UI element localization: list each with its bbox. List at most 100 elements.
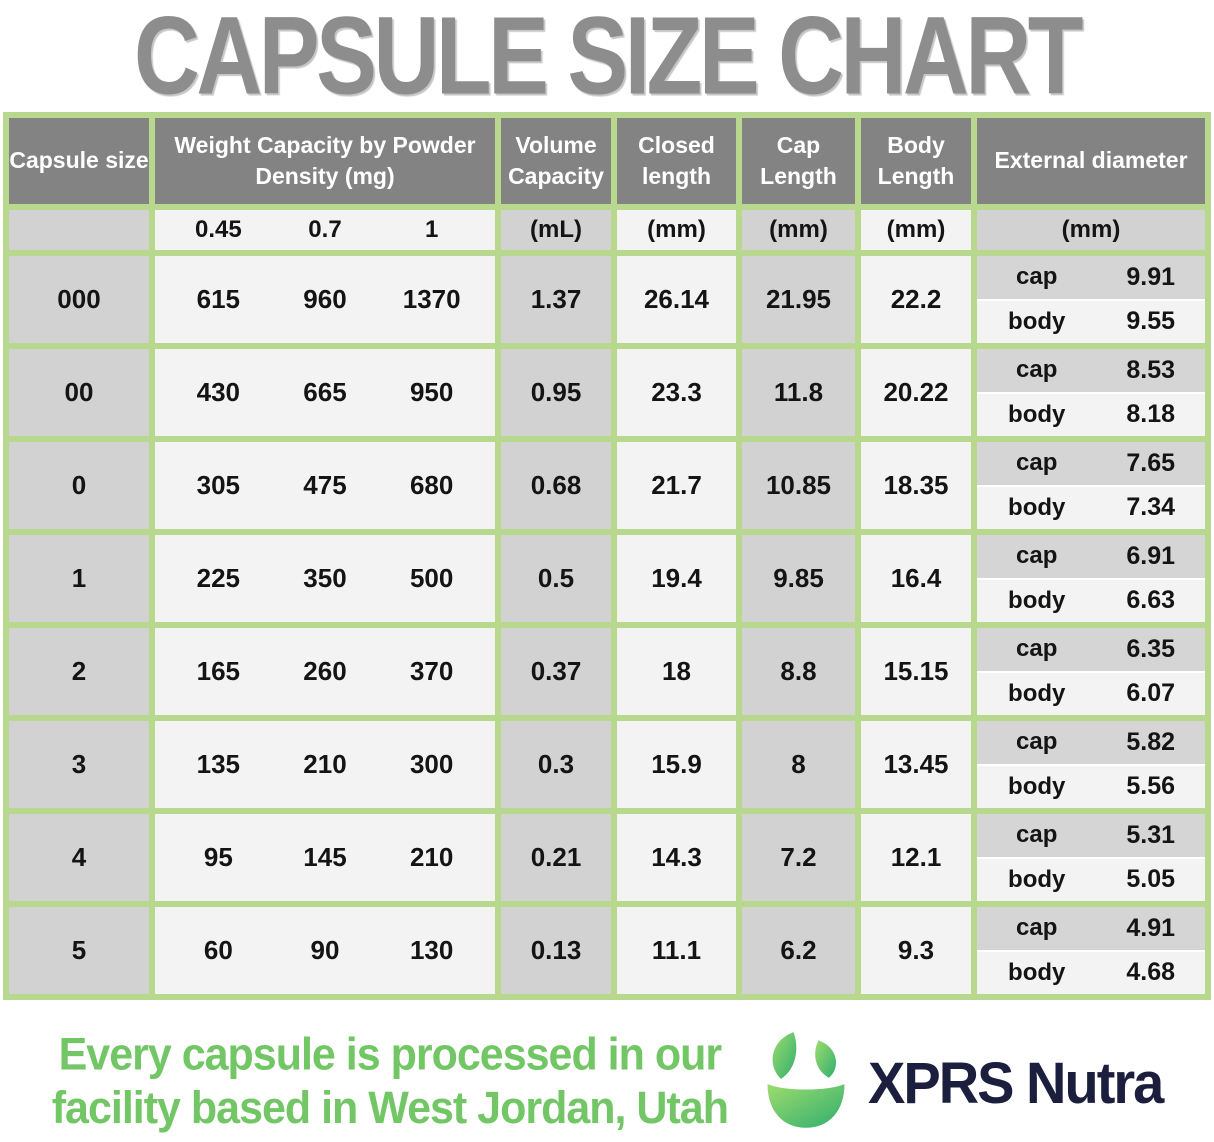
cap-value: 6.35 [1126,634,1176,663]
body-length-cell: 22.2 [861,256,971,343]
brand-logo: XPRS Nutra [754,1030,1164,1134]
cap-label: cap [1016,728,1058,756]
footer: Every capsule is processed in our facili… [0,1000,1214,1142]
capsule-size-cell: 5 [9,907,149,994]
external-diameter-cell: cap 6.91 body 6.63 [977,535,1205,622]
body-label: body [1008,679,1066,707]
body-length-cell: 20.22 [861,349,971,436]
weight-density-07: 90 [310,935,340,965]
body-label: body [1008,865,1066,893]
external-body-row: body 8.18 [977,393,1205,436]
closed-length-cell: 14.3 [617,814,736,901]
body-label: body [1008,772,1066,800]
weight-density-1: 130 [409,935,454,965]
capsule-size-cell: 00 [9,349,149,436]
weight-density-045: 95 [203,842,233,872]
weight-capacity-cell: 615 960 1370 [155,256,495,343]
weight-density-045: 615 [196,284,241,314]
capsule-size-cell: 0 [9,442,149,529]
cap-value: 5.82 [1126,727,1176,756]
body-value: 5.05 [1126,865,1176,894]
external-cap-row: cap 6.35 [977,628,1205,671]
weight-density-045: 430 [196,377,241,407]
external-cap-row: cap 9.91 [977,256,1205,299]
volume-capacity-cell: 0.21 [501,814,611,901]
weight-density-045: 60 [203,935,233,965]
weight-capacity-cell: 305 475 680 [155,442,495,529]
closed-length-cell: 11.1 [617,907,736,994]
brand-name: XPRS Nutra [867,1048,1164,1116]
body-length-cell: 18.35 [861,442,971,529]
cap-length-cell: 9.85 [742,535,855,622]
cap-label: cap [1016,263,1058,291]
external-diameter-cell: cap 4.91 body 4.68 [977,907,1205,994]
external-cap-row: cap 6.91 [977,535,1205,578]
weight-density-1: 680 [409,470,454,500]
units-closed: (mm) [617,210,736,250]
weight-density-07: 665 [303,377,347,407]
units-external: (mm) [977,210,1205,250]
weight-density-07: 475 [303,470,347,500]
header-weight-capacity: Weight Capacity by Powder Density (mg) [155,118,495,204]
volume-capacity-cell: 0.68 [501,442,611,529]
external-body-row: body 7.34 [977,486,1205,529]
external-diameter-cell: cap 5.82 body 5.56 [977,721,1205,808]
weight-density-07: 350 [303,563,347,593]
weight-density-045: 305 [196,470,241,500]
cap-label: cap [1016,542,1058,570]
weight-density-07: 145 [303,842,347,872]
units-body: (mm) [861,210,971,250]
external-body-row: body 5.56 [977,765,1205,808]
external-body-row: body 9.55 [977,300,1205,343]
header-capsule-size: Capsule size [9,118,149,204]
cap-value: 6.91 [1126,541,1176,570]
external-body-row: body 5.05 [977,858,1205,901]
body-value: 6.63 [1126,586,1176,615]
weight-density-07: 210 [303,749,347,779]
volume-capacity-cell: 0.5 [501,535,611,622]
plant-bowl-icon [767,1032,845,1128]
cap-label: cap [1016,635,1058,663]
density-1: 1 [424,216,439,243]
closed-length-cell: 19.4 [617,535,736,622]
external-cap-row: cap 7.65 [977,442,1205,485]
weight-density-07: 260 [303,656,347,686]
body-label: body [1008,400,1066,428]
external-body-row: body 4.68 [977,951,1205,994]
cap-length-cell: 21.95 [742,256,855,343]
external-body-row: body 6.07 [977,672,1205,715]
weight-capacity-cell: 165 260 370 [155,628,495,715]
capsule-size-cell: 000 [9,256,149,343]
volume-capacity-cell: 0.95 [501,349,611,436]
page-title: CAPSULE SIZE CHART [134,0,1083,117]
body-label: body [1008,307,1066,335]
cap-value: 5.31 [1126,820,1176,849]
units-cap: (mm) [742,210,855,250]
weight-capacity-cell: 430 665 950 [155,349,495,436]
body-length-cell: 12.1 [861,814,971,901]
tagline-line2: facility based in West Jordan, Utah [51,1083,729,1134]
header-closed-length: Closed length [617,118,736,204]
external-diameter-cell: cap 8.53 body 8.18 [977,349,1205,436]
units-densities: 0.45 0.7 1 [155,210,495,250]
body-label: body [1008,958,1066,986]
cap-label: cap [1016,449,1058,477]
header-external-diameter: External diameter [977,118,1205,204]
body-value: 8.18 [1126,400,1176,429]
body-value: 5.56 [1126,772,1176,801]
body-length-cell: 16.4 [861,535,971,622]
body-value: 9.55 [1126,307,1176,336]
closed-length-cell: 26.14 [617,256,736,343]
units-volume: (mL) [501,210,611,250]
body-label: body [1008,586,1066,614]
body-value: 7.34 [1126,493,1176,522]
header-cap-length: Cap Length [742,118,855,204]
cap-length-cell: 7.2 [742,814,855,901]
weight-density-1: 500 [409,563,454,593]
weight-density-1: 300 [409,749,454,779]
capsule-size-cell: 2 [9,628,149,715]
external-cap-row: cap 5.31 [977,814,1205,857]
header-body-length: Body Length [861,118,971,204]
cap-length-cell: 11.8 [742,349,855,436]
density-07: 0.7 [308,216,342,243]
